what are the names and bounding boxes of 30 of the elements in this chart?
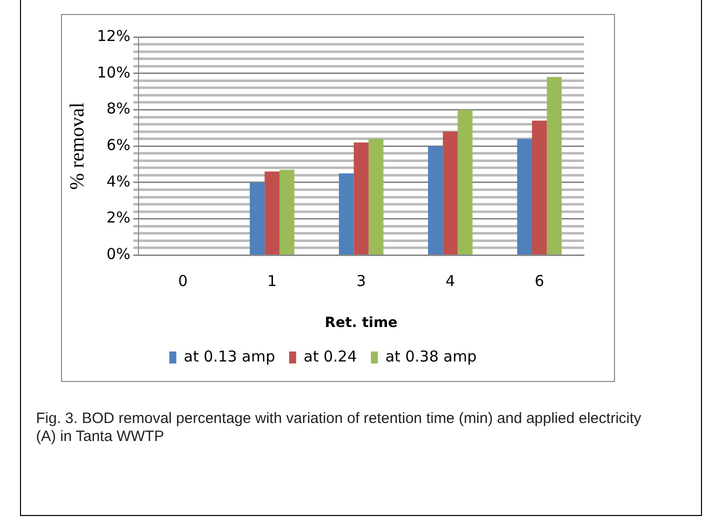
y-tick-label: 2% xyxy=(106,208,130,227)
y-tick-label: 6% xyxy=(106,136,130,154)
x-tick-label: 6 xyxy=(534,272,544,290)
bar xyxy=(532,120,547,254)
x-tick-label: 3 xyxy=(356,272,366,290)
y-tick-label: 4% xyxy=(106,172,130,190)
bar xyxy=(368,138,384,254)
bar xyxy=(264,172,280,254)
x-axis-title: Ret. time xyxy=(324,315,398,332)
x-tick-label: 4 xyxy=(446,272,456,290)
legend-label: at 0.13 amp xyxy=(184,347,276,366)
y-tick-label: 0% xyxy=(106,245,130,264)
x-tick-label: 1 xyxy=(267,272,277,290)
legend-label: at 0.38 amp xyxy=(385,347,477,366)
bar xyxy=(517,138,532,254)
bar xyxy=(338,173,354,254)
bar xyxy=(546,77,562,254)
y-tick-label: 10% xyxy=(96,63,130,82)
y-tick-label: 12% xyxy=(96,26,130,45)
x-tick-label: 0 xyxy=(178,272,188,290)
y-tick-label: 8% xyxy=(106,100,130,118)
bar xyxy=(458,110,473,254)
bar xyxy=(279,170,294,254)
bar xyxy=(442,132,458,254)
y-axis-title: % removal xyxy=(66,102,88,190)
bar xyxy=(354,142,369,254)
legend-label: at 0.24 xyxy=(304,347,357,366)
bar xyxy=(428,146,443,254)
caption: Fig. 3. BOD removal percentage with variation of retention time (min) and applied electricity (A) in Tanta WWTP xyxy=(36,410,642,446)
bar xyxy=(250,182,265,254)
